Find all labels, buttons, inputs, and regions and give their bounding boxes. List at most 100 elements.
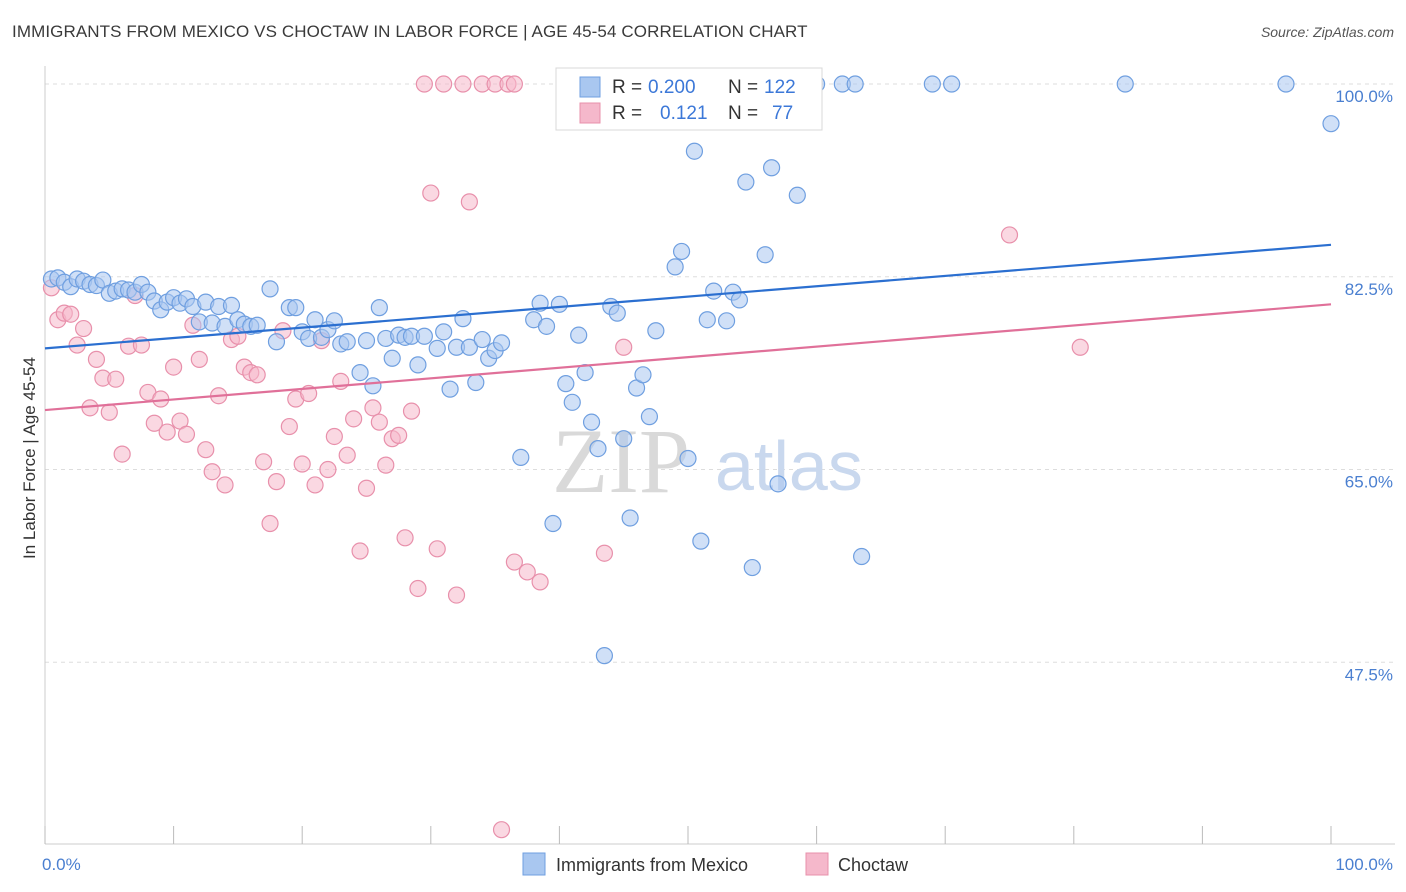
mexico-point bbox=[267, 333, 286, 351]
mexico-point bbox=[943, 75, 961, 93]
choctaw-point bbox=[370, 413, 388, 431]
mexico-point bbox=[640, 408, 659, 426]
mexico-point bbox=[287, 299, 305, 317]
trend-lines bbox=[44, 243, 1332, 412]
mexico-point bbox=[615, 430, 633, 448]
legend-stats: R = 0.200 N = 122 R = 0.121 N = 77 bbox=[555, 67, 823, 131]
mexico-point bbox=[582, 413, 601, 431]
choctaw-points bbox=[42, 75, 1089, 839]
choctaw-point bbox=[177, 425, 196, 443]
watermark-atlas: atlas bbox=[715, 427, 863, 505]
mexico-point bbox=[853, 547, 871, 566]
mexico-point bbox=[473, 330, 491, 349]
choctaw-point bbox=[460, 193, 478, 211]
choctaw-point bbox=[203, 463, 221, 481]
choctaw-point bbox=[1000, 226, 1019, 244]
mexico-trend-line bbox=[44, 243, 1332, 350]
legend-r-value-choctaw: 0.121 bbox=[660, 103, 708, 124]
choctaw-point bbox=[364, 399, 382, 417]
mexico-point bbox=[441, 380, 459, 398]
choctaw-point bbox=[505, 75, 523, 93]
x-tick-label: 0.0% bbox=[42, 855, 81, 874]
legend-r-label-choctaw: R = bbox=[612, 103, 642, 124]
choctaw-point bbox=[595, 544, 614, 562]
mexico-point bbox=[537, 317, 556, 335]
y-tick-label: 82.5% bbox=[1345, 280, 1393, 299]
mexico-point bbox=[570, 326, 588, 344]
choctaw-point bbox=[351, 542, 369, 560]
mexico-point bbox=[351, 363, 369, 382]
mexico-point bbox=[666, 258, 684, 276]
y-tick-label: 47.5% bbox=[1345, 665, 1393, 684]
y-tick-label: 100.0% bbox=[1335, 87, 1393, 106]
mexico-point bbox=[492, 334, 511, 352]
legend-r-value-mexico: 0.200 bbox=[648, 77, 696, 98]
bottom-legend-swatch-mexico bbox=[522, 852, 546, 876]
choctaw-point bbox=[396, 529, 414, 547]
x-tick-labels: 0.0% 100.0% bbox=[42, 855, 1393, 874]
mexico-point bbox=[595, 647, 614, 665]
choctaw-point bbox=[415, 75, 433, 93]
watermark: ZIP atlas bbox=[552, 410, 863, 512]
choctaw-point bbox=[319, 460, 337, 479]
choctaw-point bbox=[377, 456, 395, 474]
mexico-point bbox=[762, 159, 781, 177]
y-axis-label: In Labor Force | Age 45-54 bbox=[20, 357, 39, 559]
mexico-point bbox=[1277, 75, 1295, 93]
choctaw-point bbox=[531, 573, 549, 591]
mexico-point bbox=[512, 448, 530, 467]
y-tick-label: 65.0% bbox=[1345, 473, 1393, 492]
choctaw-trend-line bbox=[44, 303, 1332, 412]
choctaw-point bbox=[62, 305, 80, 323]
legend-n-value-choctaw: 77 bbox=[772, 103, 793, 124]
choctaw-point bbox=[261, 514, 279, 533]
legend-series: Immigrants from Mexico Choctaw bbox=[522, 852, 909, 876]
mexico-point bbox=[383, 349, 401, 367]
mexico-point bbox=[428, 339, 446, 357]
choctaw-point bbox=[338, 446, 356, 464]
mexico-point bbox=[647, 322, 665, 340]
choctaw-point bbox=[505, 553, 523, 571]
mexico-point bbox=[550, 295, 569, 313]
choctaw-point bbox=[518, 563, 536, 581]
choctaw-point bbox=[197, 441, 215, 459]
choctaw-point bbox=[1071, 338, 1089, 356]
mexico-points bbox=[42, 75, 1340, 665]
choctaw-point bbox=[216, 476, 234, 494]
mexico-point bbox=[364, 377, 382, 395]
mexico-point bbox=[409, 356, 427, 374]
chart-title: IMMIGRANTS FROM MEXICO VS CHOCTAW IN LAB… bbox=[12, 22, 808, 41]
legend-n-value-mexico: 122 bbox=[764, 77, 796, 98]
mexico-point bbox=[435, 323, 453, 341]
choctaw-point bbox=[492, 821, 511, 839]
choctaw-point bbox=[145, 414, 163, 432]
choctaw-point bbox=[447, 586, 466, 604]
mexico-point bbox=[634, 366, 652, 384]
mexico-point bbox=[467, 373, 485, 392]
mexico-point bbox=[737, 173, 755, 191]
bottom-legend-swatch-choctaw bbox=[805, 852, 829, 876]
legend-n-label-choctaw: N = bbox=[728, 103, 758, 124]
mexico-point bbox=[923, 75, 941, 93]
choctaw-point bbox=[306, 476, 324, 494]
mexico-point bbox=[338, 333, 356, 351]
choctaw-point bbox=[248, 366, 266, 384]
mexico-point bbox=[672, 242, 691, 261]
mexico-point bbox=[248, 316, 266, 334]
mexico-point bbox=[717, 312, 736, 330]
choctaw-point bbox=[100, 403, 118, 421]
mexico-point bbox=[563, 393, 581, 411]
axes bbox=[44, 66, 1395, 845]
mexico-point bbox=[544, 514, 562, 533]
choctaw-point bbox=[255, 453, 273, 471]
choctaw-point bbox=[158, 423, 176, 441]
mexico-point bbox=[788, 186, 806, 204]
choctaw-point bbox=[402, 402, 421, 420]
mexico-point bbox=[769, 475, 787, 493]
mexico-point bbox=[1322, 115, 1340, 133]
choctaw-point bbox=[165, 358, 183, 376]
choctaw-point bbox=[87, 350, 106, 368]
mexico-point bbox=[685, 142, 704, 160]
mexico-point bbox=[306, 311, 324, 329]
